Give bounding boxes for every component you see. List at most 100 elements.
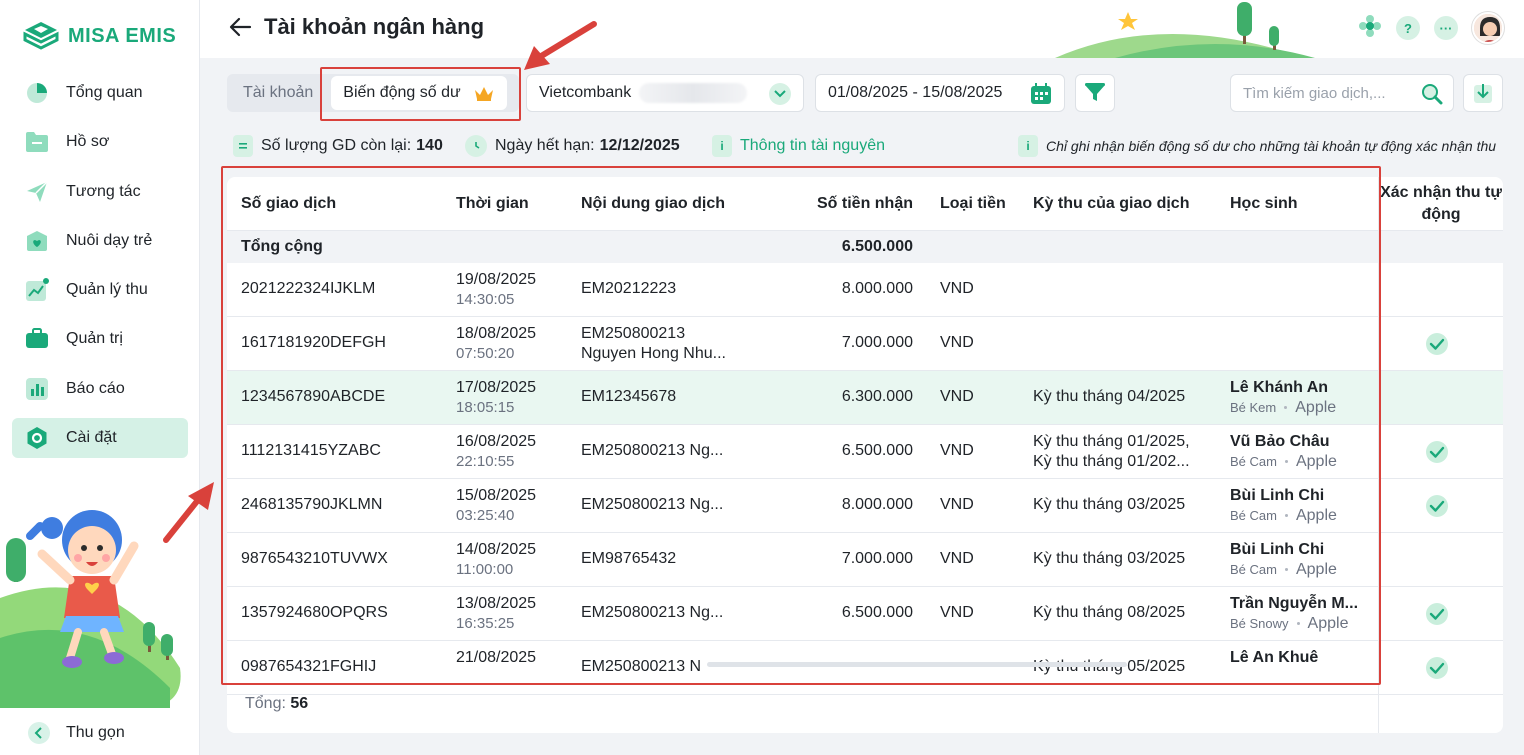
currency: VND <box>940 442 974 459</box>
col-so-giao-dich: Số giao dịch <box>241 195 337 212</box>
currency: VND <box>940 604 974 621</box>
table-row[interactable]: 2021222324IJKLM 19/08/2025 14:30:05 EM202… <box>227 263 1503 317</box>
student-name[interactable]: Lê An Khuê <box>1230 649 1319 666</box>
student-name[interactable]: Trần Nguyễn M... <box>1230 595 1359 612</box>
transaction-content: EM98765432 <box>581 550 677 567</box>
sidebar-item-nuoi-day-tre[interactable]: Nuôi dạy trẻ <box>12 221 188 261</box>
collection-period: Kỳ thu tháng 03/2025 <box>1033 496 1186 513</box>
collapse-label: Thu gọn <box>66 724 125 741</box>
sidebar-item-bao-cao[interactable]: Báo cáo <box>12 369 188 409</box>
table-row[interactable]: 0987654321FGHIJ 21/08/2025 EM250800213 N… <box>227 641 1503 695</box>
total-label: Tổng cộng <box>241 238 323 255</box>
table-row[interactable]: 1617181920DEFGH 18/08/2025 07:50:20 EM25… <box>227 317 1503 371</box>
table-row[interactable]: 1357924680OPQRS 13/08/2025 16:35:25 EM250… <box>227 587 1503 641</box>
transaction-id: 9876543210TUVWX <box>241 550 388 567</box>
resource-link[interactable]: Thông tin tài nguyên <box>740 137 885 154</box>
transaction-clock: 16:35:25 <box>456 615 515 632</box>
search-box <box>1230 74 1454 112</box>
student-cell: Vũ Bảo Châu Bé Cam Apple <box>1230 432 1337 472</box>
separator-dot <box>1296 622 1300 626</box>
note-line: i Chỉ ghi nhận biến động số dư cho những… <box>1018 134 1496 158</box>
column-divider <box>1378 177 1379 733</box>
sidebar-item-cai-dat[interactable]: Cài đặt <box>12 418 188 459</box>
student-name[interactable]: Bùi Linh Chi <box>1230 487 1325 504</box>
download-icon <box>1474 84 1492 103</box>
more-icon[interactable]: ··· <box>1434 16 1458 40</box>
crown-icon <box>474 87 493 101</box>
transaction-date: 19/08/2025 <box>456 271 537 288</box>
logo[interactable]: MISA EMIS <box>22 20 176 52</box>
avatar[interactable] <box>1472 12 1504 44</box>
total-amount: 6.500.000 <box>841 238 913 255</box>
view-tabs: Tài khoản Biến động số dư <box>227 74 519 112</box>
table-row[interactable]: 2468135790JKLMN 15/08/2025 03:25:40 EM250… <box>227 479 1503 533</box>
student-name[interactable]: Bùi Linh Chi <box>1230 541 1325 558</box>
filter-button[interactable] <box>1075 74 1115 112</box>
transaction-content: EM250800213 Ng... <box>581 604 724 621</box>
transaction-id: 1357924680OPQRS <box>241 604 388 621</box>
expiry-value: 12/12/2025 <box>599 137 680 154</box>
bank-select[interactable]: Vietcombank <box>526 74 804 112</box>
separator-dot <box>1284 568 1288 572</box>
sidebar-item-quan-tri[interactable]: Quản trị <box>12 319 188 359</box>
resource-info[interactable]: i Thông tin tài nguyên <box>712 134 885 158</box>
remaining-label: Số lượng GD còn lại: <box>261 137 412 154</box>
search-icon[interactable] <box>1421 83 1443 105</box>
student-name[interactable]: Vũ Bảo Châu <box>1230 433 1330 450</box>
horizontal-scrollbar[interactable] <box>707 662 1127 667</box>
check-circle-icon <box>1426 333 1448 355</box>
back-arrow-icon[interactable] <box>228 14 254 40</box>
date-range-picker[interactable]: 01/08/2025 - 15/08/2025 <box>815 74 1065 112</box>
total-count: Tổng: 56 <box>245 695 308 713</box>
currency: VND <box>940 550 974 567</box>
help-icon[interactable]: ? <box>1396 16 1420 40</box>
amount: 6.300.000 <box>841 388 913 405</box>
student-class: Apple <box>1295 507 1337 524</box>
sidebar-item-ho-so[interactable]: Hồ sơ <box>12 122 188 162</box>
transaction-content: EM250800213 N <box>581 658 702 675</box>
separator-dot <box>1284 406 1288 410</box>
student-cell: Lê An Khuê <box>1230 648 1318 668</box>
transaction-clock: 07:50:20 <box>456 345 515 362</box>
revenue-icon <box>24 278 50 302</box>
transaction-id: 1112131415YZABC <box>241 442 381 459</box>
sidebar: MISA EMIS Tổng quan Hồ sơ Tương tác Nuôi… <box>0 0 200 755</box>
transaction-time: 16/08/2025 22:10:55 <box>456 432 536 472</box>
transaction-date: 14/08/2025 <box>456 541 537 558</box>
student-name[interactable]: Lê Khánh An <box>1230 379 1329 396</box>
flower-icon[interactable] <box>1358 14 1382 43</box>
export-button[interactable] <box>1463 74 1503 112</box>
period-line: Kỳ thu tháng 01/202... <box>1033 453 1190 470</box>
transaction-id: 0987654321FGHIJ <box>241 658 377 675</box>
table-row[interactable]: 1234567890ABCDE 17/08/2025 18:05:15 EM123… <box>227 371 1503 425</box>
table-header: Số giao dịch Thời gian Nội dung giao dịc… <box>227 177 1503 231</box>
transaction-id: 1234567890ABCDE <box>241 388 386 405</box>
sidebar-item-tong-quan[interactable]: Tổng quan <box>12 73 188 113</box>
bar-chart-icon <box>24 377 50 401</box>
sidebar-item-tuong-tac[interactable]: Tương tác <box>12 172 188 212</box>
transaction-id: 2468135790JKLMN <box>241 496 383 513</box>
content-line: EM250800213 <box>581 325 686 342</box>
girl-illustration <box>0 510 186 708</box>
sidebar-item-label: Tương tác <box>66 182 141 200</box>
col-noi-dung: Nội dung giao dịch <box>581 195 725 212</box>
col-ky-thu: Kỳ thu của giao dịch <box>1033 195 1190 212</box>
table-row[interactable]: 1112131415YZABC 16/08/2025 22:10:55 EM250… <box>227 425 1503 479</box>
tab-bien-dong-so-du[interactable]: Biến động số dư <box>331 76 507 110</box>
table-row[interactable]: 9876543210TUVWX 14/08/2025 11:00:00 EM987… <box>227 533 1503 587</box>
search-input[interactable] <box>1231 75 1411 111</box>
folder-icon <box>24 130 50 154</box>
tab-tai-khoan[interactable]: Tài khoản <box>243 84 314 101</box>
sidebar-item-quan-ly-thu[interactable]: Quản lý thu <box>12 270 188 310</box>
amount: 6.500.000 <box>841 604 913 621</box>
sidebar-item-label: Cài đặt <box>66 429 117 447</box>
briefcase-icon <box>24 327 50 351</box>
collapse-button[interactable]: Thu gọn <box>28 722 125 744</box>
transaction-content: EM250800213 Ng... <box>581 496 724 513</box>
col-thoi-gian: Thời gian <box>456 195 529 212</box>
settings-icon <box>24 426 50 450</box>
clock-icon <box>465 135 487 157</box>
student-cell: Trần Nguyễn M... Bé Snowy Apple <box>1230 594 1358 634</box>
hills-decoration-icon <box>1055 2 1315 58</box>
pie-chart-icon <box>24 81 50 105</box>
